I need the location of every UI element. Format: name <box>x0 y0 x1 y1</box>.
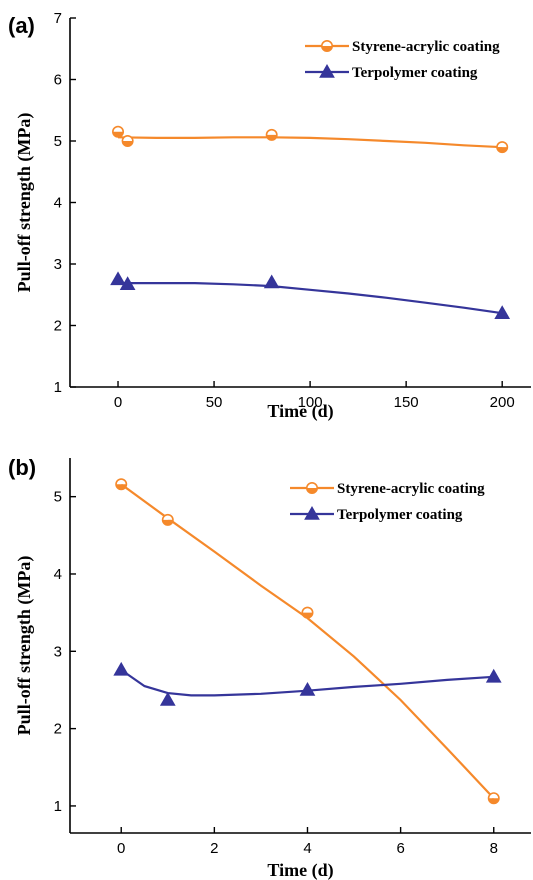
y-tick-label: 5 <box>54 133 62 150</box>
series-line-terpolymer <box>118 282 503 315</box>
y-axis-label: Pull-off strength (MPa) <box>14 113 35 293</box>
data-point <box>301 606 314 619</box>
y-tick-label: 4 <box>54 566 62 583</box>
legend-marker <box>304 505 320 520</box>
x-tick-label: 2 <box>210 840 218 857</box>
data-point <box>485 668 502 683</box>
panel-b: 1 2 3 4 5 0 2 4 6 8 (b) Time (d) Pull-off strength (… <box>8 455 531 880</box>
y-tick-label: 1 <box>54 798 62 815</box>
data-point <box>113 661 130 676</box>
x-tick-label: 8 <box>490 840 498 857</box>
x-tick-label: 0 <box>117 840 125 857</box>
panel-label: (b) <box>8 455 36 480</box>
data-point <box>299 681 316 696</box>
data-point <box>265 128 278 141</box>
data-point <box>161 513 174 526</box>
x-axis-label: Time (d) <box>267 401 333 422</box>
data-point <box>159 692 176 706</box>
panel-a: 1 2 3 4 5 6 7 0 50 100 150 200 (a) Time (d) Pull-off s… <box>8 10 531 422</box>
x-tick-label: 0 <box>114 394 122 411</box>
y-tick-label: 3 <box>54 256 62 273</box>
x-tick-label: 100 <box>298 394 323 411</box>
legend-label: Terpolymer coating <box>352 65 478 81</box>
y-tick-label: 3 <box>54 643 62 660</box>
data-point <box>121 135 134 148</box>
x-tick-label: 150 <box>394 394 419 411</box>
data-point <box>263 274 280 289</box>
y-tick-label: 6 <box>54 72 62 89</box>
series-line-styrene-acrylic <box>120 483 495 799</box>
x-tick-label: 4 <box>303 840 311 857</box>
y-tick-label: 5 <box>54 489 62 506</box>
legend-label: Styrene-acrylic coating <box>337 481 485 497</box>
data-point <box>112 125 125 138</box>
panel-label: (a) <box>8 13 35 38</box>
y-tick-label: 4 <box>54 195 62 212</box>
y-axis-label: Pull-off strength (MPa) <box>14 556 35 736</box>
series-line-terpolymer <box>120 668 494 697</box>
x-tick-label: 50 <box>206 394 223 411</box>
data-point <box>496 141 509 154</box>
legend-label: Styrene-acrylic coating <box>352 39 500 55</box>
legend-marker <box>320 39 333 52</box>
legend-label: Terpolymer coating <box>337 507 463 523</box>
data-point <box>487 792 500 805</box>
x-axis-label: Time (d) <box>267 860 333 880</box>
y-tick-label: 1 <box>54 379 62 396</box>
data-point <box>494 305 511 319</box>
data-point <box>115 478 128 491</box>
legend-marker <box>319 63 335 78</box>
x-tick-label: 200 <box>490 394 515 411</box>
x-tick-label: 6 <box>396 840 404 857</box>
y-tick-label: 2 <box>54 721 62 738</box>
data-point <box>110 271 126 286</box>
y-tick-label: 7 <box>54 10 62 27</box>
data-point <box>119 276 136 291</box>
series-line-styrene-acrylic <box>117 136 503 149</box>
y-tick-label: 2 <box>54 318 62 335</box>
legend-marker <box>305 481 318 494</box>
